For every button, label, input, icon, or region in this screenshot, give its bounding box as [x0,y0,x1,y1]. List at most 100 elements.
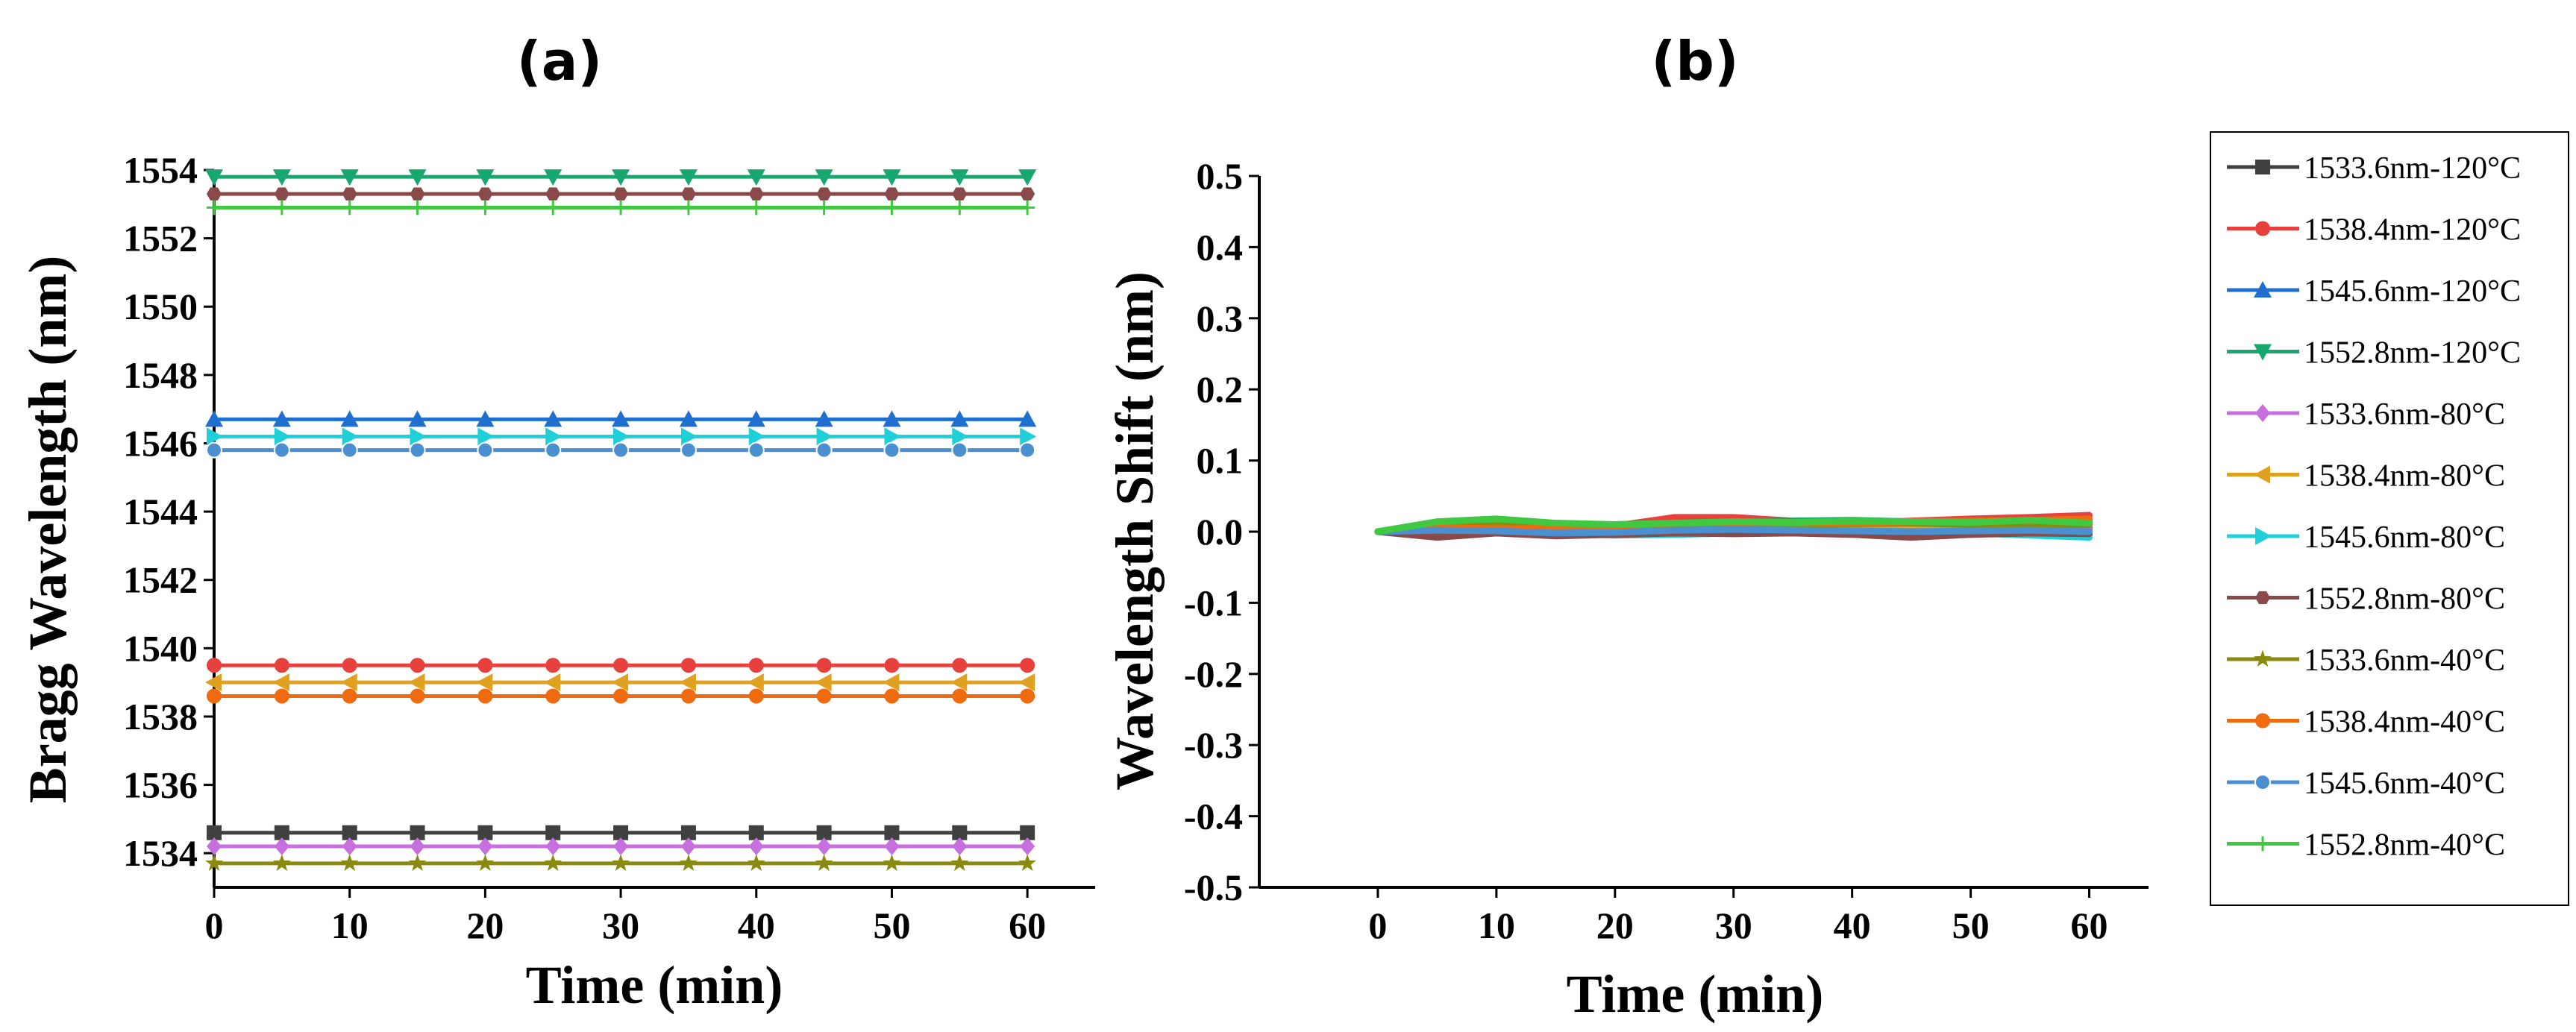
panel-a-data-point [883,169,901,186]
panel-a-x-tick-label: 20 [466,904,504,946]
panel-a-data-point [340,410,359,427]
panel-a-data-point [410,658,425,673]
legend-label: 1533.6nm-120°C [2304,151,2521,186]
chart-panel-b: -0.5 -0.4 -0.3 -0.2 -0.1 0.0 0.1 0.2 0.3 0.4 0.5 0… [1105,155,2149,1024]
panel-a-data-point [207,187,222,201]
panel-a-data-point [815,169,833,186]
panel-a-data-point [272,169,291,186]
panel-a-data-point [273,441,290,459]
panel-a-data-point [410,825,425,840]
panel-a-data-point [884,688,900,704]
panel-a-data-point [545,837,561,856]
panel-b-x-tick-label: 10 [1478,904,1515,946]
panel-a-data-point [747,169,765,186]
panel-a-data-point [545,441,562,459]
legend-swatch-marker [2255,713,2270,729]
panel-a-data-point [883,410,901,427]
panel-a-data-point [884,658,900,673]
panel-b-y-tick-label: -0.3 [1184,724,1243,766]
panel-a-data-point [679,169,698,186]
panel-a-data-point [680,200,696,215]
panel-a-y-tick-label: 1538 [123,696,198,737]
panel-a-data-point [748,837,764,856]
panel-a-data-point [680,854,698,872]
panel-a-data-point [342,837,357,856]
panel-a-x-tick-label: 50 [873,904,910,946]
panel-a-data-point [884,427,901,446]
panel-a-data-point [545,427,562,446]
panel-b-x-tick-label: 0 [1368,904,1387,946]
legend-entry: 1533.6nm-120°C [2227,151,2521,186]
panel-a-data-point [342,688,357,704]
panel-b-series-line [1374,526,2093,537]
panel-a-data-point [544,673,561,692]
panel-a-data-point [952,200,968,215]
panel-b-y-tick-label: -0.1 [1184,582,1243,623]
panel-a-data-point [476,854,495,872]
panel-b-y-tick-label: 0.3 [1197,298,1244,339]
panel-b-x-tick-label: 40 [1834,904,1871,946]
panel-a-data-point [207,837,222,856]
panel-a-series-11 [206,441,1036,459]
panel-a-data-point [816,658,832,673]
panel-a-data-point [747,410,765,427]
panel-a-data-point [274,658,289,673]
panel-a-data-point [883,673,900,692]
panel-a-data-point [884,837,900,856]
panel-a-data-point [680,441,697,459]
panel-a-data-point [950,854,969,872]
panel-a-y-tick-label: 1548 [123,354,198,396]
panel-a-y-tick-label: 1540 [123,627,198,669]
panel-a-data-point [206,441,222,459]
legend-label: 1533.6nm-80°C [2304,397,2505,432]
panel-b-y-tick-label: 0.2 [1197,368,1244,410]
panel-a-data-point [815,854,833,872]
panel-b-x-tick-label: 50 [1952,904,1990,946]
panel-a-data-point [816,187,832,201]
legend-box [2210,131,2569,906]
panel-a-data-point [342,825,357,840]
panel-a-data-point [952,837,968,856]
panel-a-data-point [545,688,561,704]
panel-a-data-point [274,187,289,201]
panel-a-data-point [272,410,291,427]
panel-b-x-tick-label: 20 [1596,904,1634,946]
panel-a-data-point [748,441,765,459]
panel-a-y-tick-label: 1552 [123,218,198,259]
panel-a-data-point [410,688,425,704]
legend-swatch-marker [2255,160,2270,174]
panel-a-data-point [544,854,562,872]
chart-panel-a: 1534 1536 1538 1540 1542 1544 1546 1548 1550 1552… [18,149,1095,1015]
panel-a-data-point [1018,169,1037,186]
panel-a-data-point [952,825,968,840]
panel-a-series-3 [205,410,1037,427]
panel-a-data-point [816,427,833,446]
panel-a-data-point [340,169,359,186]
panel-a-data-point [207,688,222,704]
panel-a-data-point [342,427,359,446]
panel-a-data-point [815,441,833,459]
panel-a-data-point [408,854,427,872]
legend-swatch-marker [2254,649,2272,667]
legend-swatch-marker [2254,465,2270,484]
panel-a-data-point [1020,200,1035,215]
panel-a-data-point [748,688,764,704]
legend-entry: 1545.6nm-120°C [2227,274,2521,309]
panel-b-y-tick-label: -0.4 [1184,796,1243,837]
panel-a-data-point [545,658,561,673]
panel-a-data-point [951,441,968,459]
panel-a-data-point [612,854,630,872]
panel-a-data-point [476,410,495,427]
panel-a-y-tick-label: 1546 [123,422,198,464]
panel-a-data-point [342,658,357,673]
panel-a-data-point [477,441,494,459]
panel-a-data-point [207,427,223,446]
panel-b-x-axis-title: Time (min) [1567,964,1824,1024]
legend-label: 1545.6nm-120°C [2304,274,2521,309]
panel-a-data-point [205,854,223,872]
panel-a-data-point [207,825,222,840]
panel-a-data-point [680,427,698,446]
panel-a-data-point [274,427,291,446]
panel-a-data-point [272,854,291,872]
legend-entry: 1538.4nm-120°C [2227,213,2521,248]
